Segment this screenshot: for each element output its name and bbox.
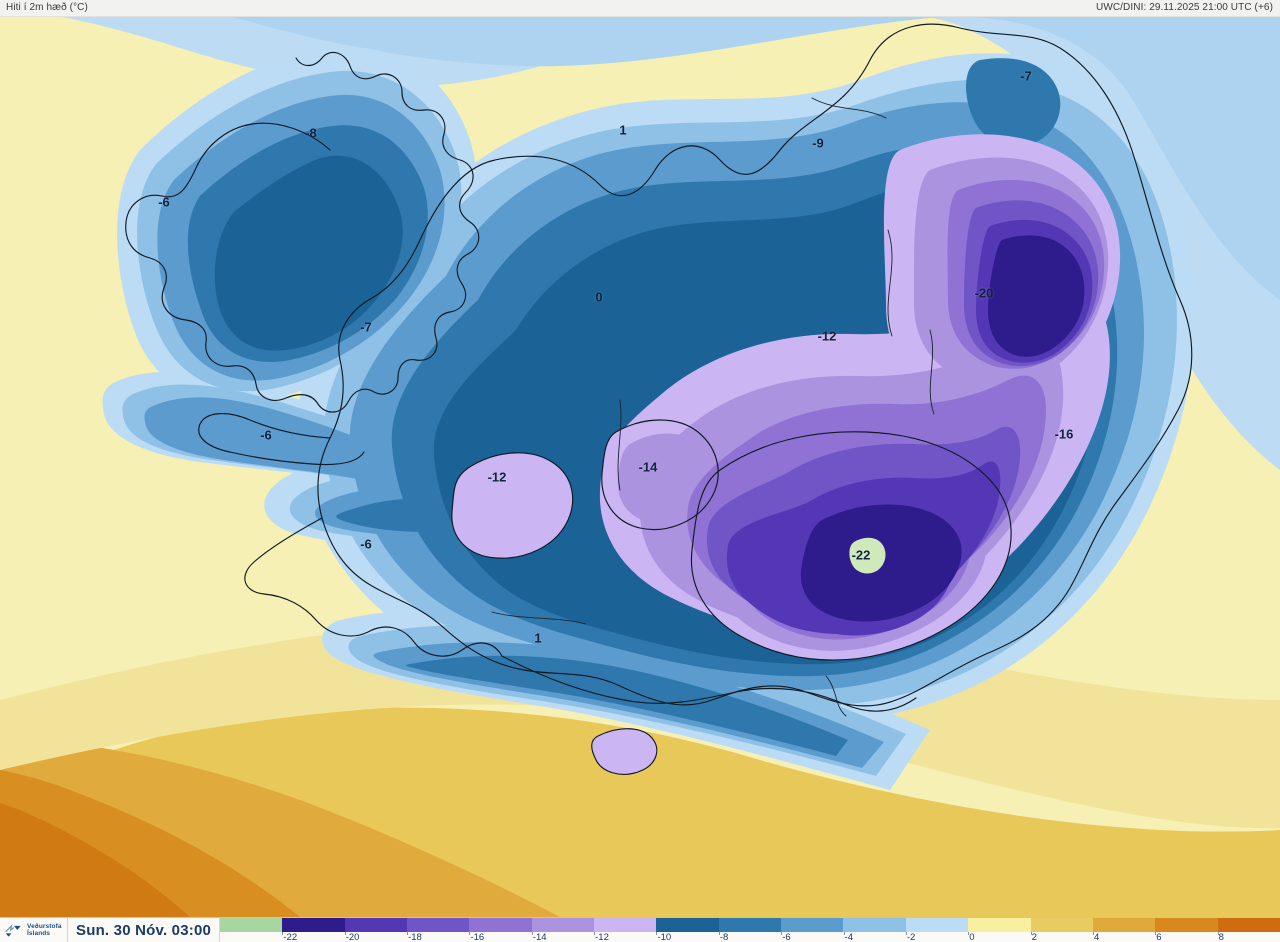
color-scale-band	[656, 918, 719, 932]
color-scale-tick-mark	[1155, 932, 1157, 935]
color-scale-tick-label: -12	[595, 932, 609, 942]
color-scale-tick-mark	[531, 932, 533, 935]
color-scale-band	[1030, 918, 1093, 932]
map-canvas	[0, 0, 1280, 917]
valid-time-cell: Sun. 30 Nóv. 03:00	[68, 918, 221, 942]
color-scale-tick-mark	[1217, 932, 1219, 935]
color-scale-tick-label: -10	[657, 932, 672, 942]
color-scale-tick-label: 8	[1218, 932, 1224, 942]
color-scale-tick-label: -2	[906, 932, 916, 942]
color-scale-tick-label: -6	[782, 932, 791, 942]
color-scale-tick-mark	[594, 932, 596, 935]
color-scale-tick-mark	[469, 932, 471, 935]
color-scale-tick-mark	[718, 932, 720, 935]
color-scale-tick-label: 4	[1093, 932, 1100, 942]
color-scale-band	[905, 918, 969, 932]
color-scale-tick-label: 2	[1031, 932, 1037, 942]
color-scale-tick-label: -14	[532, 932, 547, 942]
color-scale-tick-mark	[407, 932, 409, 935]
color-scale-tick-label: -20	[345, 932, 360, 942]
agency-logo[interactable]: Veðurstofa Íslands	[0, 918, 68, 942]
color-scale-swatches	[220, 918, 1280, 932]
color-scale-tick-label: -8	[719, 932, 729, 942]
color-scale-band	[781, 918, 844, 932]
color-scale-ticks: -22 -20 -18 -16 -14 -12 -10 -8 -6 -4 -2 0 2 4 6 8	[220, 932, 1280, 942]
color-scale-tick-mark	[1092, 932, 1094, 935]
map-title: Hiti í 2m hæð (°C)	[6, 2, 88, 13]
color-scale-band	[718, 918, 782, 932]
model-run-stamp: UWC/DINI: 29.11.2025 21:00 UTC (+6)	[1096, 2, 1273, 13]
color-scale-band	[220, 918, 283, 932]
met-office-arrows-icon	[5, 924, 21, 937]
color-scale-band	[1155, 918, 1218, 932]
color-scale-tick-mark	[905, 932, 907, 935]
color-scale-band	[594, 918, 657, 932]
color-scale-band	[407, 918, 470, 932]
agency-name-line2: Íslands	[27, 930, 51, 937]
color-scale-legend[interactable]: -22 -20 -18 -16 -14 -12 -10 -8 -6 -4 -2 0 2 4 6 8	[220, 918, 1280, 942]
color-scale-tick-mark	[282, 932, 284, 935]
color-scale-tick-label: -16	[470, 932, 485, 942]
valid-time-label: Sun. 30 Nóv. 03:00	[76, 921, 212, 939]
color-scale-tick-mark	[344, 932, 346, 935]
bottom-bar: Veðurstofa Íslands Sun. 30 Nóv. 03:00 -2…	[0, 917, 1280, 942]
color-scale-tick-label: -18	[408, 932, 422, 942]
color-scale-tick-mark	[1030, 932, 1032, 935]
header-bar: Hiti í 2m hæð (°C) UWC/DINI: 29.11.2025 …	[0, 0, 1280, 17]
agency-name-line1: Veðurstofa	[27, 922, 62, 930]
color-scale-tick-mark	[656, 932, 658, 935]
color-scale-tick-mark	[968, 932, 970, 935]
color-scale-tick-label: 0	[969, 932, 975, 942]
color-scale-band	[469, 918, 532, 932]
color-scale-band	[1092, 918, 1156, 932]
color-scale-band	[282, 918, 345, 932]
color-scale-tick-label: -4	[844, 932, 853, 942]
color-scale-band	[344, 918, 408, 932]
color-scale-band	[843, 918, 906, 932]
color-scale-tick-mark	[843, 932, 845, 935]
agency-logo-text: Veðurstofa Íslands	[27, 923, 62, 938]
color-scale-tick-mark	[781, 932, 783, 935]
color-scale-tick-label: -22	[283, 932, 298, 942]
temperature-map[interactable]: -8 1 -9 -7 -6 0 -12 -20 -7 -6 -12 -14 -16 -22 -6 1	[0, 0, 1280, 917]
color-scale-tick-label: 6	[1156, 932, 1162, 942]
color-scale-band	[531, 918, 595, 932]
color-scale-band	[968, 918, 1031, 932]
color-scale-band	[1217, 918, 1280, 932]
